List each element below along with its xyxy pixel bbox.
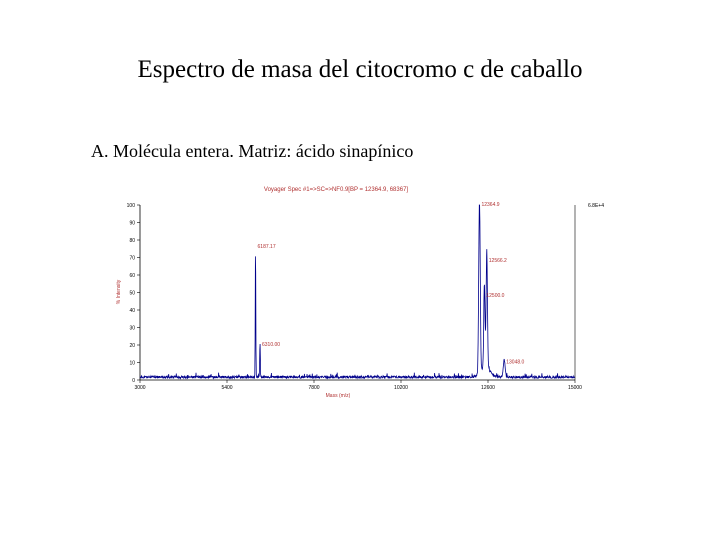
- y-tick-label: 30: [129, 326, 135, 332]
- x-tick-label: 3000: [134, 385, 145, 391]
- y-tick-label: 0: [132, 378, 135, 384]
- peak-label: 6187.17: [258, 244, 276, 250]
- x-tick-label: 15000: [568, 385, 582, 391]
- peak-label: 12500.0: [486, 293, 504, 299]
- y-tick-label: 40: [129, 308, 135, 314]
- y-tick-label: 80: [129, 238, 135, 244]
- peak-label: 12364.9: [481, 202, 499, 208]
- x-tick-label: 10200: [394, 385, 408, 391]
- y-tick-label: 100: [127, 203, 136, 209]
- peak-label: 13048.0: [506, 360, 524, 366]
- peak-label: 6310.00: [262, 342, 280, 348]
- y-tick-label: 60: [129, 273, 135, 279]
- x-tick-label: 5400: [221, 385, 232, 391]
- x-axis-label: Mass (m/z): [326, 393, 351, 399]
- peak-label: 12566.2: [489, 258, 507, 264]
- corner-label: 6.8E+4: [588, 203, 604, 209]
- chart-title: Voyager Spec #1=>SC=>NF0.9[BP = 12364.9,…: [264, 187, 408, 193]
- x-tick-label: 7800: [308, 385, 319, 391]
- slide-subtitle: A. Molécula entera. Matriz: ácido sinapí…: [91, 141, 414, 161]
- y-tick-label: 10: [129, 361, 135, 367]
- slide-title: Espectro de masa del citocromo c de caba…: [137, 56, 583, 83]
- y-tick-label: 90: [129, 221, 135, 227]
- x-tick-label: 12600: [481, 385, 495, 391]
- y-tick-label: 50: [129, 291, 135, 297]
- spectrum-trace: [139, 204, 576, 380]
- y-tick-label: 70: [129, 256, 135, 262]
- y-axis-label: % Intensity: [116, 279, 122, 304]
- y-tick-label: 20: [129, 343, 135, 349]
